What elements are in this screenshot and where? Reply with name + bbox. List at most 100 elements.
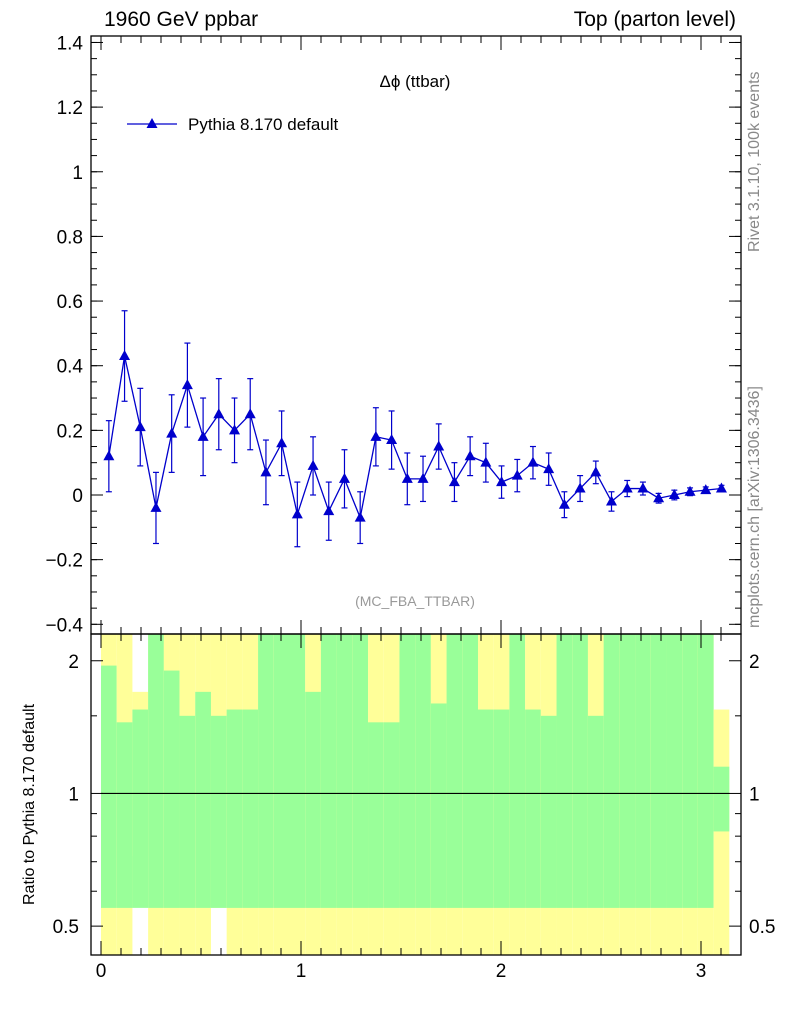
ratio-band-inner [273,634,290,908]
ratio-y-tick-label-right: 2 [749,652,760,673]
data-point-marker [134,421,146,432]
data-point-marker [401,472,413,483]
ratio-band-inner [603,634,620,908]
ratio-band-inner [666,634,683,908]
y-tick-label: 1.2 [57,98,83,119]
ratio-band-inner [446,634,463,908]
ratio-band-inner [336,634,353,908]
data-point-marker [150,501,162,512]
y-tick-label: 0.6 [57,292,83,313]
data-point-marker [511,469,523,480]
data-point-marker [291,508,303,519]
legend-marker [146,118,158,128]
y-tick-label: −0.2 [45,551,83,572]
ratio-band-inner [697,634,714,908]
y-tick-label: 1.4 [57,33,84,54]
data-point-marker [386,434,398,445]
data-point-marker [637,482,649,493]
ratio-band-inner [179,715,196,908]
ratio-band-inner [132,709,149,908]
ratio-y-tick-label-right: 0.5 [749,917,775,938]
ratio-band-inner [650,634,667,908]
data-point-marker [370,430,382,441]
data-point-marker [480,456,492,467]
data-point-marker [260,466,272,477]
ratio-band-inner [320,634,337,908]
data-point-marker [229,424,241,435]
ratio-band-inner [682,634,698,908]
data-point-marker [433,440,445,451]
ratio-band-inner [195,691,211,908]
data-point-marker [197,430,209,441]
ratio-band-inner [509,634,526,908]
ratio-band-inner [713,766,730,832]
data-point-marker [621,482,633,493]
data-point-marker [527,456,539,467]
data-point-marker [558,498,570,509]
ratio-band-inner [462,634,478,908]
ratio-band-inner [226,709,243,908]
plot-title: Δϕ (ttbar) [380,72,451,91]
series-line [108,355,722,520]
ratio-band-inner [242,709,259,908]
x-tick-label: 3 [696,961,707,982]
ratio-plot-frame [90,633,742,956]
ratio-band-inner [525,709,541,908]
data-point-marker [276,437,288,448]
ratio-band-inner [383,722,400,908]
data-point-marker [574,482,586,493]
data-point-marker [464,450,476,461]
data-point-marker [354,511,366,522]
data-point-marker [213,408,225,419]
ratio-band-inner [415,634,431,908]
ratio-band-inner [148,634,164,908]
y-tick-label: −0.4 [45,615,83,636]
ratio-band-inner [572,634,588,908]
data-point-marker [417,472,429,483]
ratio-band-inner [478,709,494,908]
ratio-band-inner [540,715,557,908]
x-tick-label: 1 [296,961,307,982]
ratio-band-inner [493,709,510,908]
data-point-marker [103,450,115,461]
data-point-marker [119,350,131,361]
data-point-marker [606,495,617,506]
x-tick-label: 2 [496,961,507,982]
ratio-band-inner [556,634,573,908]
ratio-band-inner [399,634,416,908]
ratio-band-inner [289,634,306,908]
data-point-marker [244,408,256,419]
data-point-marker [668,489,680,500]
ratio-y-tick-label-right: 1 [749,784,760,805]
data-point-marker [590,466,602,477]
data-point-marker [181,379,193,390]
data-point-marker [496,476,508,487]
ratio-band-inner [163,670,180,908]
ratio-band-inner [305,691,321,908]
ratio-band-inner [210,715,227,908]
data-point-marker [684,485,696,496]
ratio-y-tick-label: 1 [68,784,79,805]
analysis-watermark: (MC_FBA_TTBAR) [355,593,475,609]
ratio-band-inner [430,703,447,908]
data-point-marker [543,463,555,474]
ratio-band-inner [352,634,369,908]
ratio-band-outer [713,709,730,955]
y-tick-label: 0.8 [57,227,83,248]
ratio-band-inner [258,634,274,908]
header-left-label: 1960 GeV ppbar [104,8,259,31]
ratio-band-inner [587,715,604,908]
ratio-band-inner [101,665,117,908]
ratio-band-inner [368,722,384,908]
data-point-marker [307,459,319,470]
y-tick-label: 0 [72,486,83,507]
y-tick-label: 0.4 [57,357,84,378]
data-point-marker [323,505,335,516]
header-right-label: Top (parton level) [573,8,736,31]
data-point-marker [448,476,460,487]
x-tick-label: 0 [96,961,107,982]
legend-label: Pythia 8.170 default [188,115,339,134]
data-point-marker [700,484,712,495]
data-point-marker [166,427,178,438]
